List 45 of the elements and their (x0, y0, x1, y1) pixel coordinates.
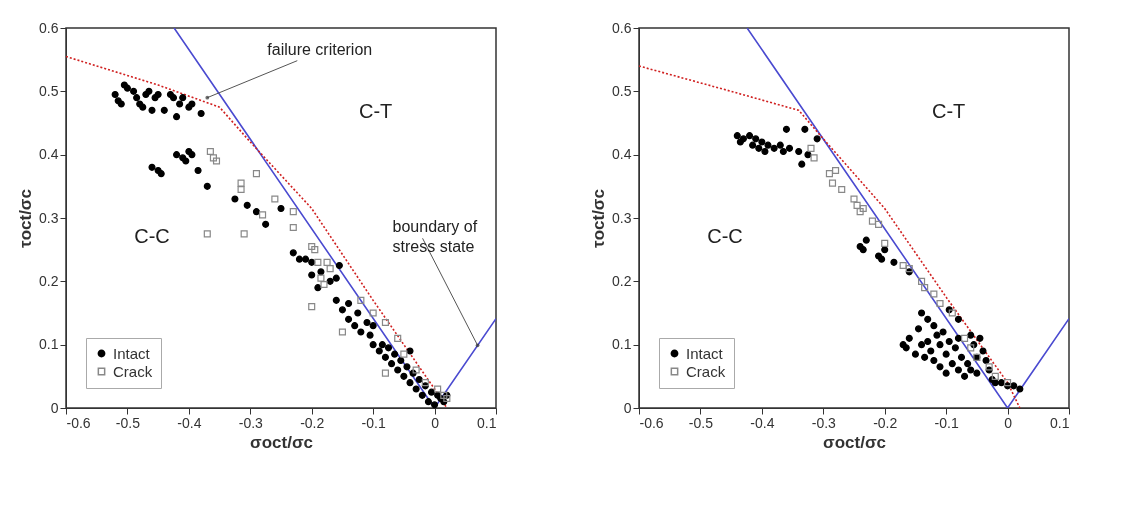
y-tick-label: 0.6 (612, 19, 632, 36)
y-axis-title: τoct/σc (16, 189, 36, 248)
y-tick-label: 0.2 (39, 272, 59, 289)
x-tick-label: 0.1 (1050, 414, 1070, 431)
x-tick-label: -0.2 (300, 414, 325, 431)
y-tick-label: 0 (50, 399, 59, 416)
y-tick-label: 0.4 (39, 146, 59, 163)
x-tick-label: 0 (431, 414, 440, 431)
annotation: boundary of stress state (392, 218, 478, 256)
x-axis-title: σoct/σc (250, 432, 313, 452)
x-tick-label: -0.1 (934, 414, 959, 431)
annotation: C-C (707, 225, 743, 247)
y-tick-label: 0.1 (612, 336, 632, 353)
legend-label: Intact (686, 344, 724, 362)
y-tick-label: 0.1 (39, 336, 59, 353)
x-tick-label: -0.5 (115, 414, 141, 431)
x-tick-label: -0.1 (361, 414, 386, 431)
annotation: C-T (931, 99, 966, 122)
annotation: C-T (358, 99, 393, 122)
x-tick-label: 0 (1004, 414, 1013, 431)
x-tick-label: -0.3 (811, 414, 837, 431)
x-tick-label: -0.5 (688, 414, 714, 431)
y-tick-label: 0.5 (612, 82, 632, 99)
x-tick-label: -0.6 (66, 414, 91, 431)
line-series (639, 65, 1021, 408)
y-tick-label: 0.4 (612, 146, 632, 163)
annotation: C-C (134, 225, 170, 247)
y-axis-title: τoct/σc (589, 189, 609, 248)
x-tick-label: -0.3 (238, 414, 264, 431)
x-tick-label: -0.6 (639, 414, 664, 431)
y-tick-label: 0.5 (39, 82, 59, 99)
x-tick-label: -0.2 (873, 414, 898, 431)
y-tick-label: 0 (623, 399, 632, 416)
x-axis-title: σoct/σc (823, 432, 886, 452)
y-tick-label: 0.6 (39, 19, 59, 36)
y-tick-label: 0.3 (39, 209, 59, 226)
legend-label: Intact (113, 344, 151, 362)
y-tick-label: 0.2 (612, 272, 632, 289)
x-tick-label: -0.4 (750, 414, 775, 431)
legend-label: Crack (113, 362, 153, 380)
x-tick-label: 0.1 (477, 414, 497, 431)
x-tick-label: -0.4 (177, 414, 202, 431)
legend-label: Crack (686, 362, 726, 380)
annotation: failure criterion (267, 40, 373, 58)
y-tick-label: 0.3 (612, 209, 632, 226)
